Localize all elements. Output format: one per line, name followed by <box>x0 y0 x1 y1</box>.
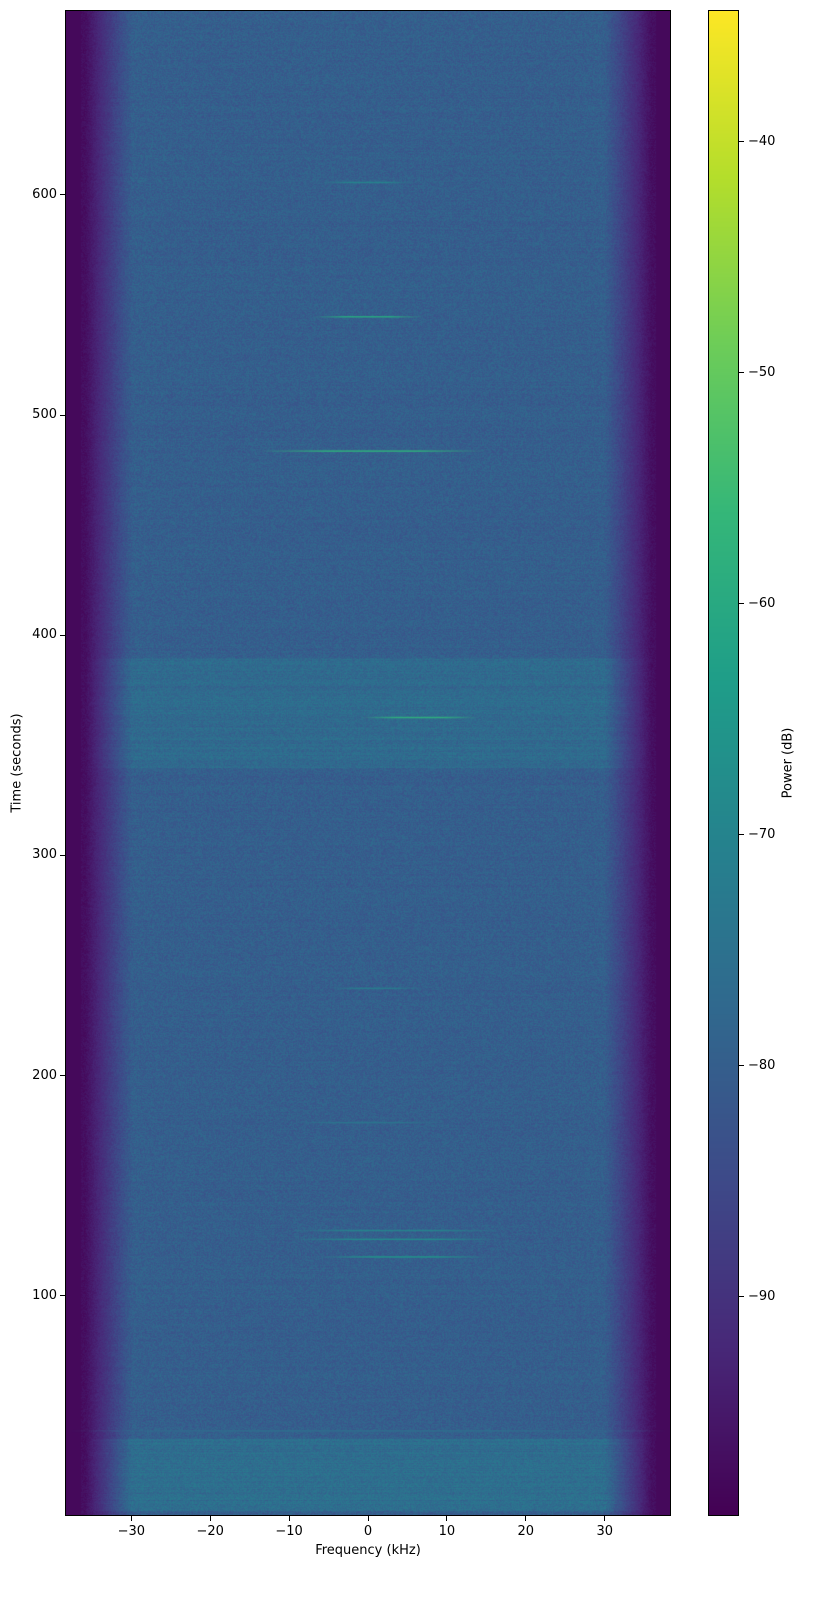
x-tick-label: −30 <box>117 1524 145 1539</box>
x-tick <box>288 1516 290 1521</box>
x-tick <box>525 1516 527 1521</box>
colorbar-tick <box>739 603 744 605</box>
x-tick-label: 10 <box>438 1524 456 1539</box>
spectrogram-heatmap <box>66 11 670 1515</box>
y-tick-label: 100 <box>32 1287 57 1303</box>
x-tick-label: 20 <box>517 1524 535 1539</box>
y-tick <box>60 194 65 196</box>
colorbar-tick-label: −60 <box>748 595 776 611</box>
colorbar-gradient <box>709 11 738 1515</box>
y-tick-label: 200 <box>32 1067 57 1083</box>
y-axis-label: Time (seconds) <box>9 713 25 813</box>
y-tick <box>60 634 65 636</box>
y-tick <box>60 414 65 416</box>
colorbar-tick <box>739 1296 744 1298</box>
x-tick <box>130 1516 132 1521</box>
y-tick-label: 400 <box>32 627 57 643</box>
y-tick <box>60 1075 65 1077</box>
colorbar-tick <box>739 1065 744 1067</box>
colorbar-tick-label: −50 <box>748 364 776 380</box>
colorbar-tick <box>739 141 744 143</box>
colorbar <box>708 10 739 1516</box>
x-tick-label: −20 <box>196 1524 224 1539</box>
colorbar-label: Power (dB) <box>780 727 796 799</box>
x-tick-label: −10 <box>275 1524 303 1539</box>
x-tick <box>604 1516 606 1521</box>
colorbar-tick-label: −40 <box>748 133 776 149</box>
x-tick <box>367 1516 369 1521</box>
x-tick-label: 0 <box>363 1524 373 1539</box>
y-tick <box>60 1295 65 1297</box>
x-tick <box>446 1516 448 1521</box>
plot-area <box>65 10 671 1516</box>
x-tick-label: 30 <box>596 1524 613 1539</box>
y-tick <box>60 854 65 856</box>
colorbar-tick <box>739 372 744 374</box>
colorbar-tick-label: −80 <box>748 1057 776 1073</box>
colorbar-tick-label: −90 <box>748 1288 776 1304</box>
x-axis-label: Frequency (kHz) <box>315 1543 421 1558</box>
colorbar-tick-label: −70 <box>748 826 776 842</box>
y-tick-label: 300 <box>32 847 57 863</box>
x-tick <box>209 1516 211 1521</box>
y-tick-label: 600 <box>32 186 57 202</box>
y-tick-label: 500 <box>32 407 57 423</box>
colorbar-tick <box>739 834 744 836</box>
